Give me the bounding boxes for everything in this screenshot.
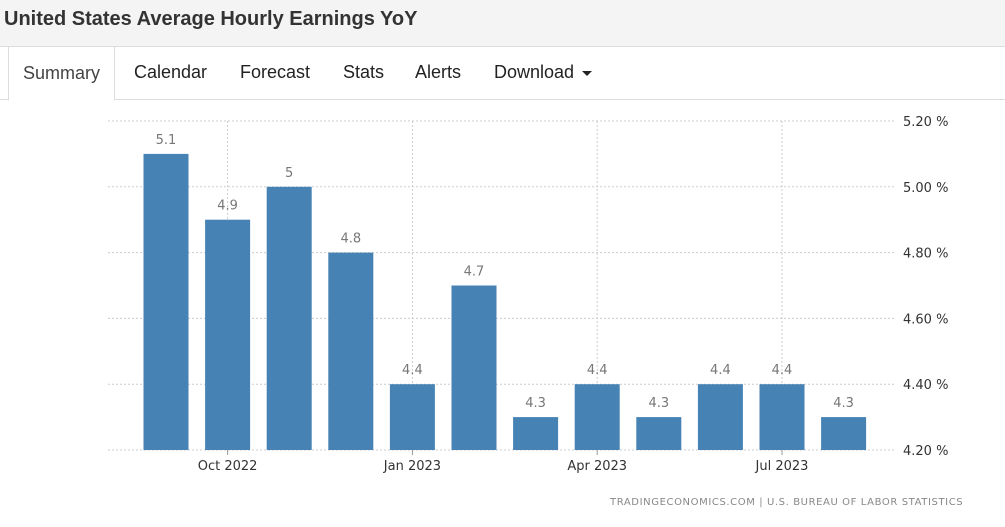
bar [389, 384, 435, 450]
y-tick-label: 4.60 % [903, 312, 948, 327]
y-tick-label: 4.20 % [903, 444, 948, 459]
download-label: Download [494, 62, 575, 82]
x-tick-label: Apr 2023 [567, 459, 627, 474]
data-label: 4.4 [710, 363, 731, 378]
tab-alerts[interactable]: Alerts [415, 62, 462, 82]
title-bar: United States Average Hourly Earnings Yo… [0, 0, 1005, 47]
data-label: 4.4 [772, 363, 793, 378]
tab-stats[interactable]: Stats [343, 62, 385, 82]
page-title: United States Average Hourly Earnings Yo… [4, 8, 418, 30]
data-label: 4.7 [464, 265, 485, 280]
bar [759, 384, 805, 450]
data-label: 5.1 [156, 133, 177, 148]
tab-summary[interactable]: Summary [8, 46, 116, 101]
data-label: 4.3 [648, 396, 669, 411]
source-credit: TRADINGECONOMICS.COM | U.S. BUREAU OF LA… [610, 497, 964, 508]
data-label: 4.4 [402, 363, 423, 378]
bar [143, 153, 189, 450]
x-tick-label: Oct 2022 [198, 459, 258, 474]
tab-bar: Summary Calendar Forecast Stats Alerts D… [0, 46, 1005, 101]
bar [266, 186, 312, 451]
data-label: 4.4 [587, 363, 608, 378]
bar [328, 252, 374, 450]
caret-down-icon [582, 70, 593, 76]
data-label: 4.9 [217, 199, 238, 214]
data-label: 4.3 [525, 396, 546, 411]
x-tick-label: Jan 2023 [383, 459, 441, 474]
tab-calendar[interactable]: Calendar [134, 62, 208, 82]
tab-forecast[interactable]: Forecast [240, 62, 311, 82]
bar [636, 417, 682, 450]
data-label: 4.8 [340, 232, 361, 247]
y-tick-label: 4.40 % [903, 378, 948, 393]
y-tick-label: 5.00 % [903, 181, 948, 196]
bar [574, 384, 620, 450]
bar [821, 417, 867, 450]
x-tick-label: Jul 2023 [755, 459, 809, 474]
y-tick-label: 5.20 % [903, 115, 948, 130]
y-tick-label: 4.80 % [903, 247, 948, 262]
bar [451, 285, 497, 450]
tab-download[interactable]: Download [494, 46, 593, 99]
bar [205, 219, 251, 450]
data-label: 4.3 [833, 396, 854, 411]
bar [697, 384, 743, 450]
bar [513, 417, 559, 450]
data-label: 5 [285, 166, 293, 181]
